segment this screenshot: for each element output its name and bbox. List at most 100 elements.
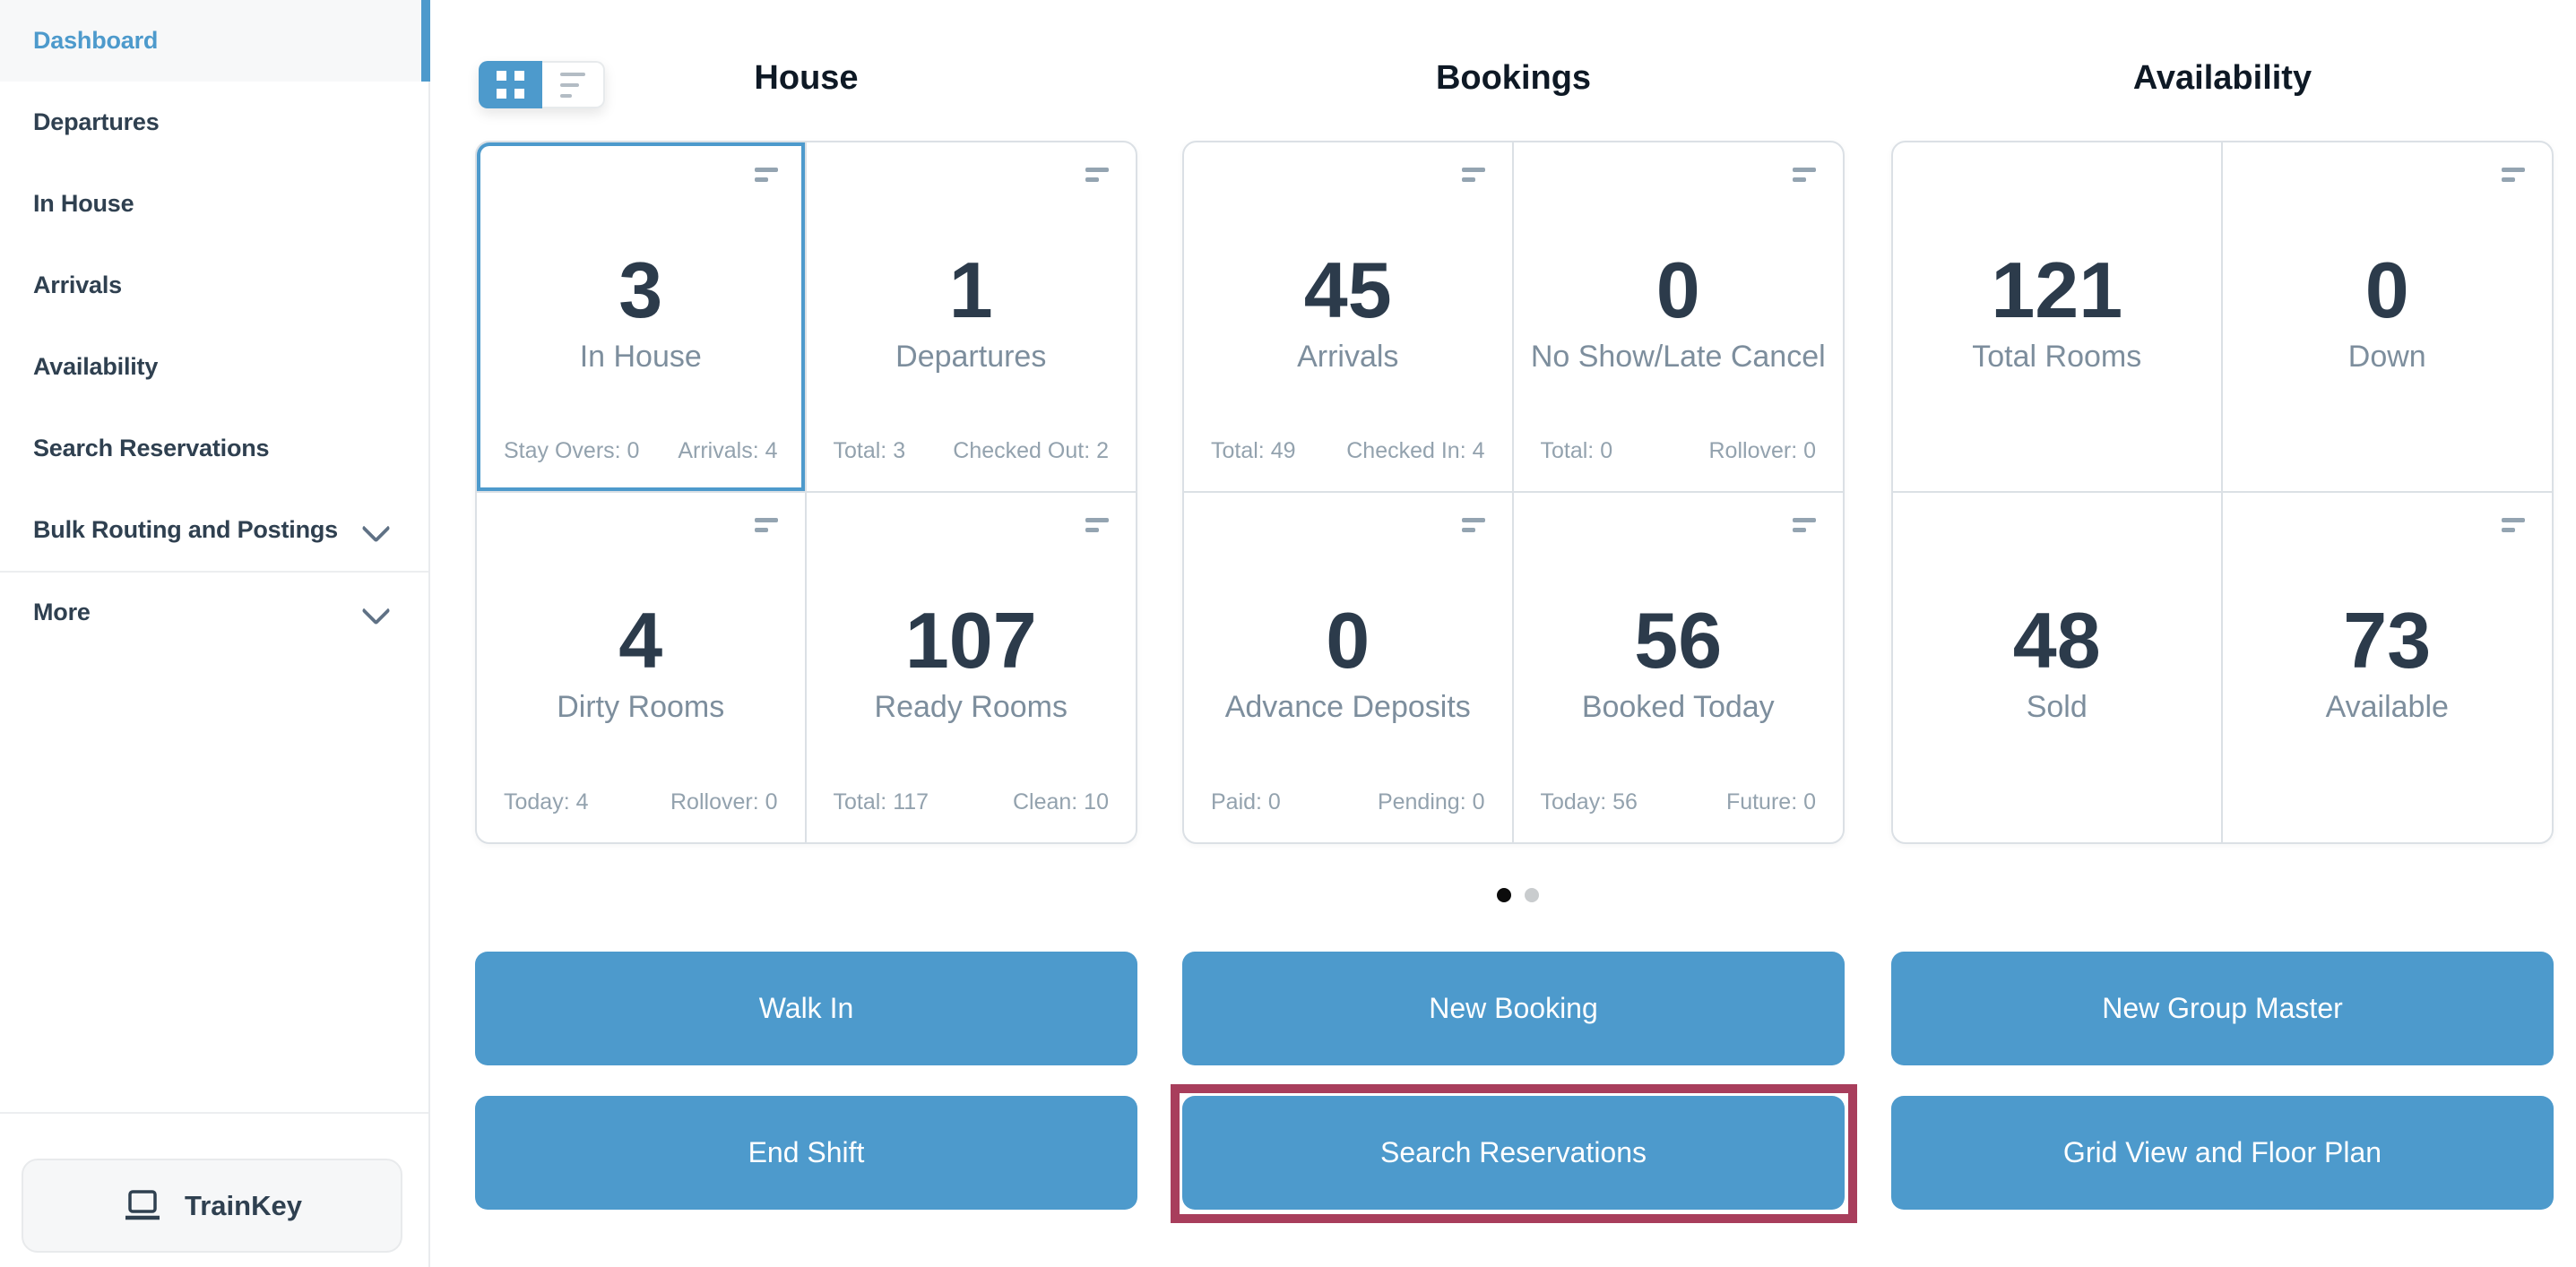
stat-card-down[interactable]: 0 Down (2222, 142, 2552, 493)
sidebar: Dashboard Departures In House Arrivals A… (0, 0, 430, 1267)
stat-footer-right: Checked In: 4 (1346, 437, 1485, 463)
stat-value: 73 (2343, 595, 2432, 685)
stat-label: Booked Today (1581, 689, 1775, 724)
section-title-availability: Availability (2132, 59, 2312, 97)
stat-value: 56 (1634, 595, 1723, 685)
carousel-dots (1497, 888, 1539, 902)
stat-value: 48 (2012, 595, 2101, 685)
card-menu-icon[interactable] (2502, 168, 2525, 182)
list-view-button[interactable] (542, 61, 605, 108)
card-menu-icon[interactable] (754, 517, 778, 532)
stat-card-dirty-rooms[interactable]: 4 Dirty Rooms Today: 4 Rollover: 0 (477, 492, 807, 842)
stat-card-departures[interactable]: 1 Departures Total: 3 Checked Out: 2 (806, 142, 1136, 493)
sidebar-item-label: More (33, 599, 91, 625)
stat-card-no-show-late-cancel[interactable]: 0 No Show/Late Cancel Total: 0 Rollover:… (1513, 142, 1843, 493)
sidebar-item-in-house[interactable]: In House (0, 163, 428, 245)
sidebar-item-availability[interactable]: Availability (0, 326, 428, 408)
card-menu-icon[interactable] (1793, 517, 1816, 532)
sidebar-item-label: Departures (33, 108, 160, 135)
walk-in-button[interactable]: Walk In (475, 952, 1137, 1065)
stat-footer-left: Total: 49 (1211, 437, 1296, 463)
stat-footer-left: Total: 3 (833, 437, 906, 463)
sidebar-item-label: Availability (33, 353, 159, 380)
stat-footer-right: Future: 0 (1725, 789, 1816, 814)
stat-value: 121 (1991, 246, 2123, 334)
stat-value: 1 (948, 246, 993, 334)
grid-view-button[interactable] (479, 61, 542, 108)
stat-card-available[interactable]: 73 Available (2223, 493, 2553, 843)
end-shift-button[interactable]: End Shift (475, 1096, 1137, 1210)
carousel-dot-active[interactable] (1497, 888, 1511, 902)
new-booking-button[interactable]: New Booking (1182, 952, 1845, 1065)
sidebar-item-dashboard[interactable]: Dashboard (0, 0, 430, 82)
stat-card-ready-rooms[interactable]: 107 Ready Rooms Total: 117 Clean: 10 (807, 493, 1137, 843)
stat-card-advance-deposits[interactable]: 0 Advance Deposits Paid: 0 Pending: 0 (1184, 492, 1514, 842)
view-toggle (479, 61, 605, 108)
stat-footer-left: Total: 0 (1540, 437, 1613, 463)
sidebar-item-label: Bulk Routing and Postings (33, 516, 338, 543)
card-menu-icon[interactable] (1461, 517, 1485, 532)
sidebar-item-label: Arrivals (33, 272, 122, 298)
stat-footer-right: Rollover: 0 (1708, 437, 1817, 463)
stat-label: Sold (2026, 689, 2088, 724)
stat-card-in-house[interactable]: 3 In House Stay Overs: 0 Arrivals: 4 (477, 142, 807, 493)
sidebar-item-bulk-routing-and-postings[interactable]: Bulk Routing and Postings (0, 489, 428, 571)
laptop-icon (125, 1189, 160, 1220)
sidebar-item-more[interactable]: More (0, 571, 428, 652)
stat-label: Dirty Rooms (557, 689, 725, 724)
trainkey-label: TrainKey (185, 1189, 302, 1221)
stat-card-total-rooms[interactable]: 121 Total Rooms (1893, 142, 2223, 493)
stat-footer-right: Clean: 10 (1012, 789, 1109, 814)
card-menu-icon[interactable] (1461, 168, 1485, 182)
chevron-down-icon (362, 598, 389, 625)
stat-label: No Show/Late Cancel (1530, 340, 1826, 374)
card-menu-icon[interactable] (1085, 168, 1109, 182)
stat-card-sold[interactable]: 48 Sold (1893, 492, 2223, 842)
stat-footer-right: Rollover: 0 (670, 789, 778, 814)
stat-value: 107 (904, 595, 1037, 685)
card-menu-icon[interactable] (1085, 517, 1109, 532)
stat-card-booked-today[interactable]: 56 Booked Today Today: 56 Future: 0 (1514, 493, 1844, 843)
sidebar-item-label: In House (33, 190, 134, 217)
chevron-down-icon (362, 515, 389, 542)
search-reservations-button[interactable]: Search Reservations (1182, 1096, 1845, 1210)
stat-card-arrivals[interactable]: 45 Arrivals Total: 49 Checked In: 4 (1184, 142, 1514, 493)
grid-view-and-floor-plan-button[interactable]: Grid View and Floor Plan (1891, 1096, 2554, 1210)
card-menu-icon[interactable] (2502, 517, 2525, 532)
card-menu-icon[interactable] (1793, 168, 1816, 182)
stat-footer-left: Paid: 0 (1211, 789, 1281, 814)
sidebar-item-label: Dashboard (33, 27, 159, 54)
new-group-master-button[interactable]: New Group Master (1891, 952, 2554, 1065)
list-icon (560, 72, 585, 76)
stat-footer-left: Today: 56 (1540, 789, 1638, 814)
stat-footer-right: Arrivals: 4 (678, 437, 778, 463)
stat-value: 0 (1655, 246, 1700, 334)
section-title-house: House (754, 59, 859, 97)
sidebar-item-departures[interactable]: Departures (0, 82, 428, 163)
stat-value: 0 (2364, 246, 2409, 334)
sidebar-item-search-reservations[interactable]: Search Reservations (0, 408, 428, 489)
grid-icon (497, 71, 524, 99)
stat-value: 45 (1303, 246, 1392, 334)
sidebar-item-arrivals[interactable]: Arrivals (0, 245, 428, 326)
stat-label: Arrivals (1297, 340, 1399, 374)
stat-footer-right: Pending: 0 (1377, 789, 1485, 814)
sidebar-item-label: Search Reservations (33, 435, 270, 461)
stat-value: 4 (618, 595, 663, 685)
stat-label: Down (2347, 340, 2426, 374)
stat-label: Total Rooms (1972, 340, 2142, 374)
stat-label: Available (2325, 689, 2449, 724)
trainkey-button[interactable]: TrainKey (22, 1159, 402, 1253)
stat-footer-left: Stay Overs: 0 (504, 437, 640, 463)
bookings-card-group: 45 Arrivals Total: 49 Checked In: 4 0 No… (1182, 141, 1845, 844)
stat-label: Departures (895, 340, 1047, 374)
section-title-bookings: Bookings (1435, 59, 1592, 97)
carousel-dot[interactable] (1525, 888, 1539, 902)
stat-footer-right: Checked Out: 2 (953, 437, 1109, 463)
stat-label: Advance Deposits (1224, 689, 1471, 724)
stat-value: 3 (618, 246, 663, 334)
card-menu-icon[interactable] (754, 168, 778, 182)
active-indicator-bar (421, 0, 430, 82)
house-card-group: 3 In House Stay Overs: 0 Arrivals: 4 1 D… (475, 141, 1137, 844)
